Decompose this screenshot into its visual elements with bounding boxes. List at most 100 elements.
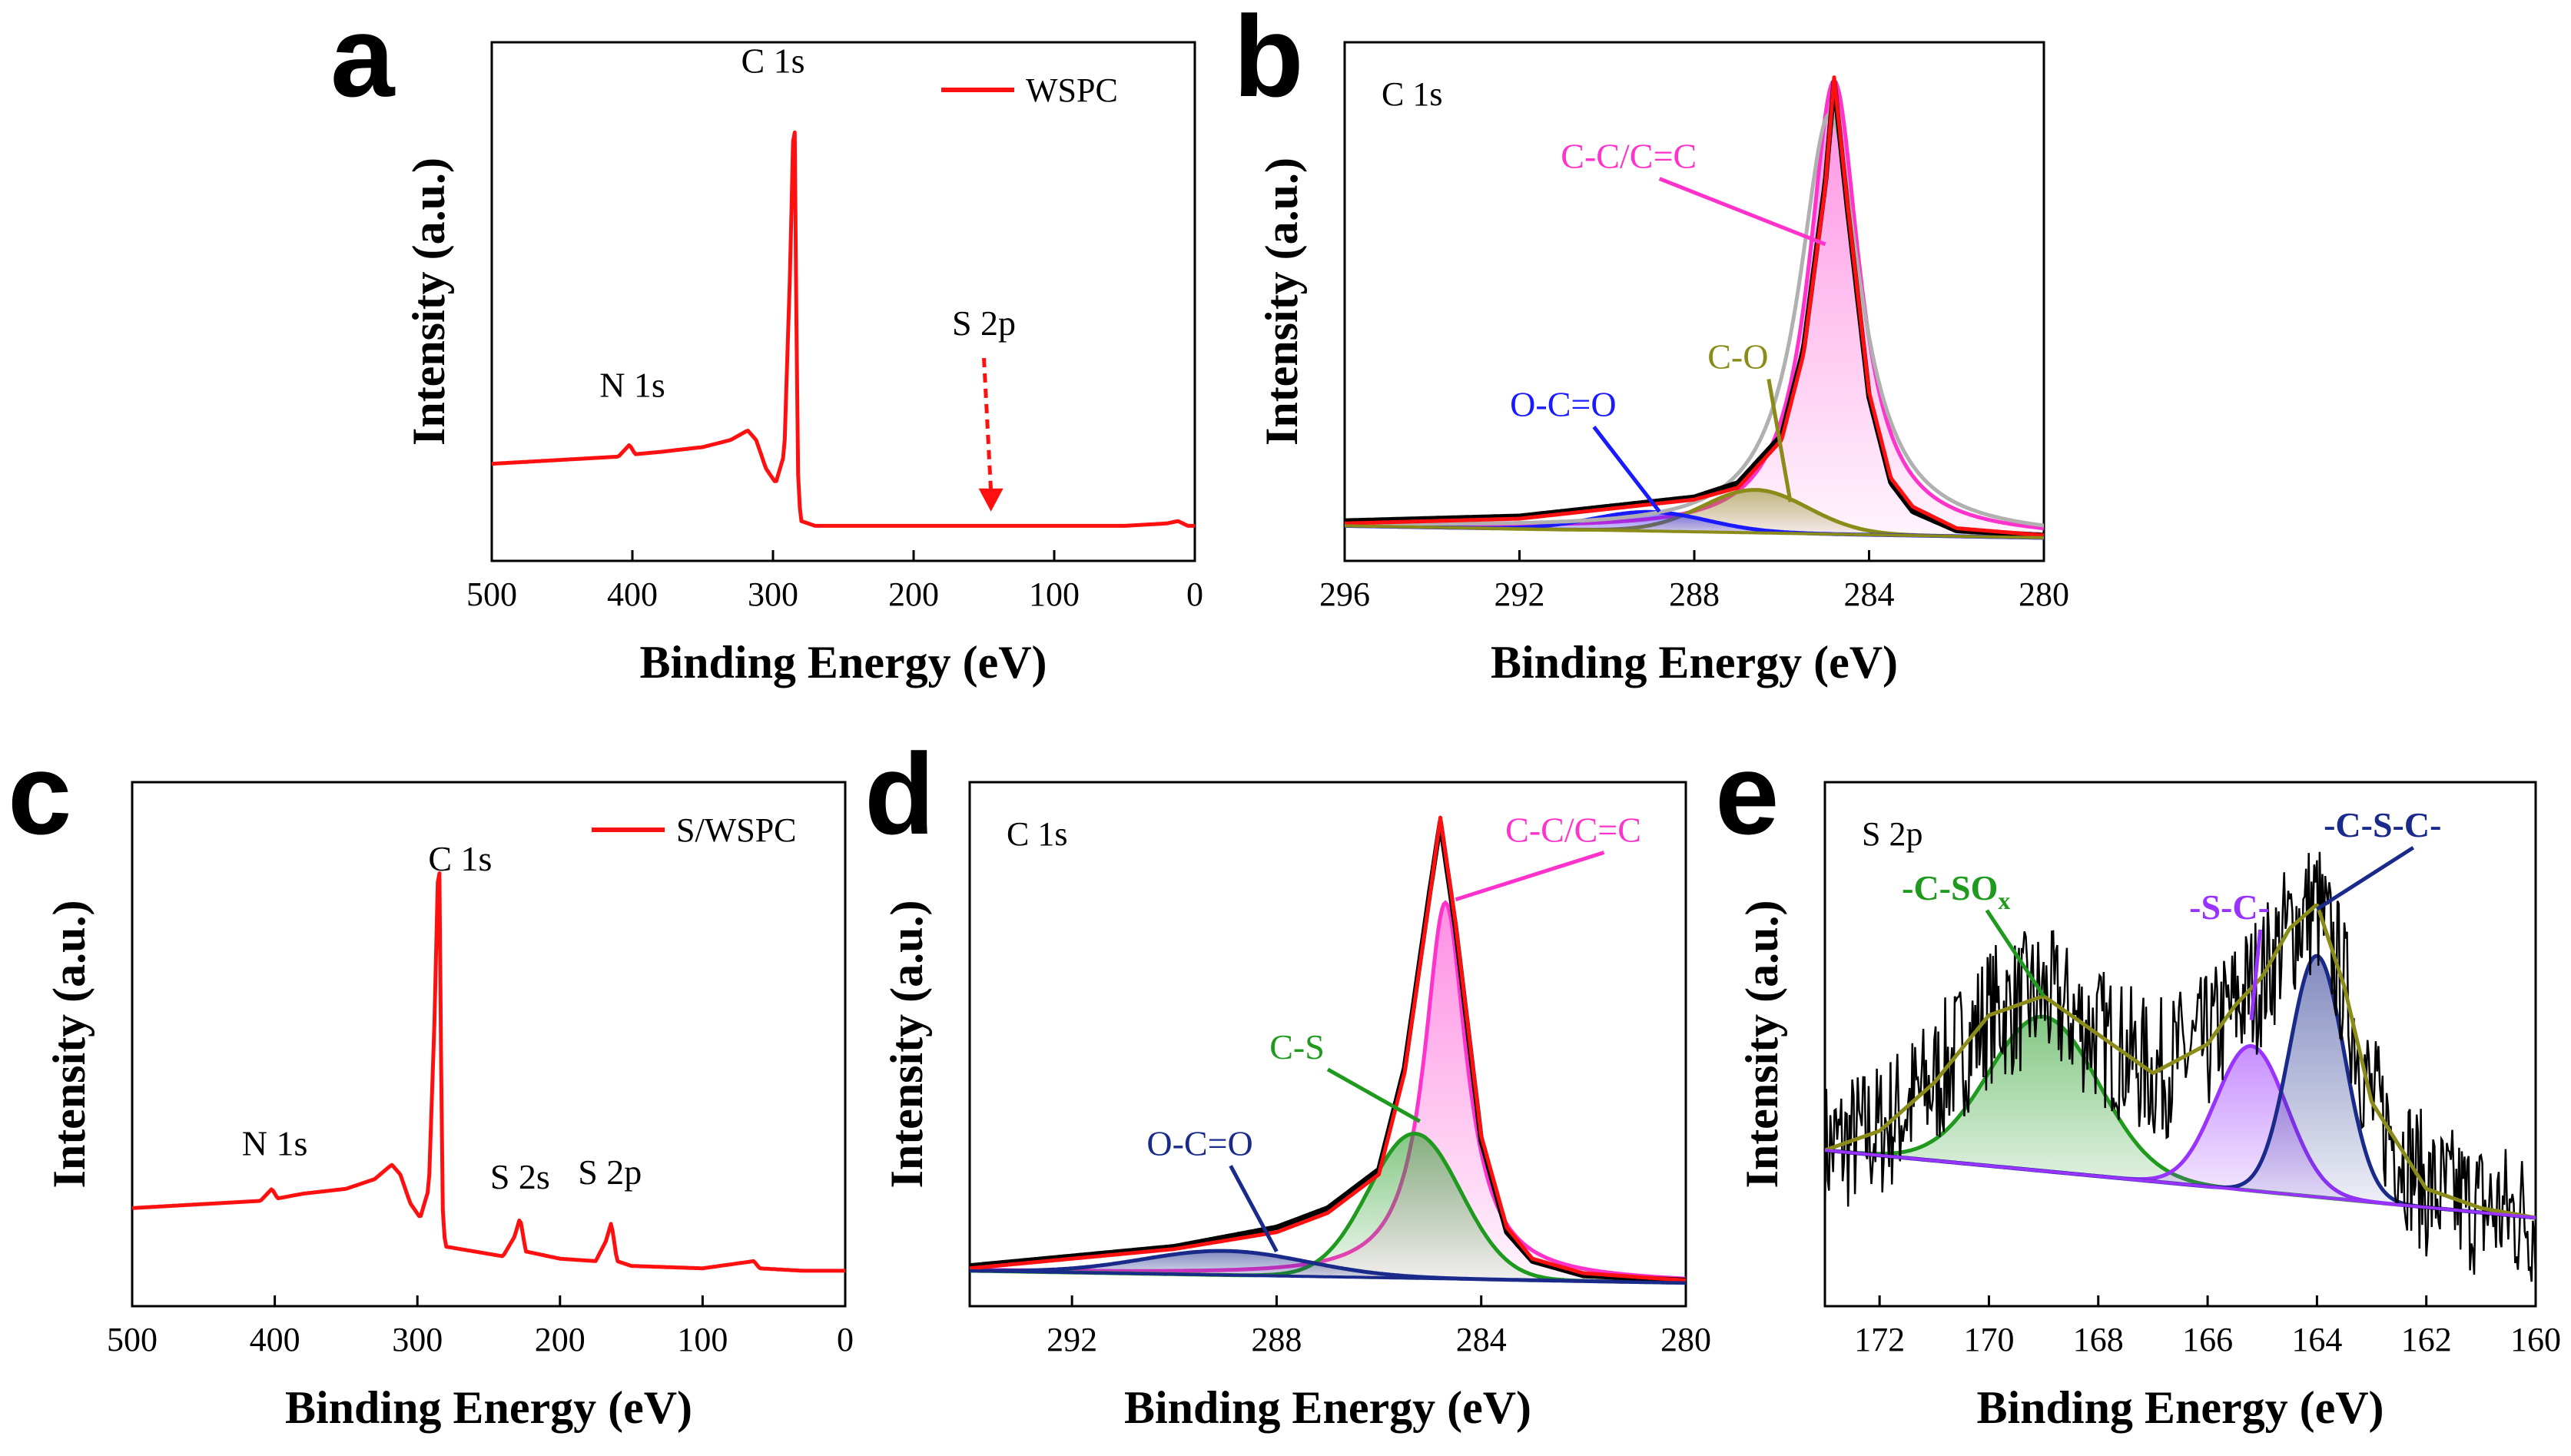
x-tick-label: 200 [888,575,939,613]
annotation-arrow [1985,909,2045,997]
x-tick-label: 300 [748,575,798,613]
annotation-label: C 1s [428,839,492,878]
annotation-arrow [1326,1067,1422,1123]
peak-line-shoulder [1345,112,2044,528]
annotation-arrow [2249,929,2263,1020]
plot-area [1825,851,2536,1282]
annotation-label: O-C=O [1146,1123,1252,1162]
annotation-label: C-C/C=C [1505,810,1641,849]
series-background [1825,1149,2536,1219]
annotation-label: C-C/C=C [1561,137,1697,176]
annotation-label: N 1s [242,1123,308,1162]
plot-area [970,815,1686,1285]
plot-frame [131,781,847,1308]
annotation-label: C-O [1707,337,1768,376]
panel-a: a 500 400 300 200 100 0 Binding Energy (eV) Inte… [330,0,1203,688]
series-raw-noisy [1825,851,2536,1282]
panel-c: c 500 400 300 200 100 0 Binding Energy (eV) Inte… [8,729,854,1433]
annotation-arrow [1229,1165,1279,1252]
x-axis-title: Binding Energy (eV) [1976,1382,2384,1433]
x-tick-label: 166 [2182,1321,2233,1358]
panel-title: C 1s [1007,815,1067,853]
annotation-arrow [1592,426,1661,513]
x-tick-label: 200 [535,1321,586,1358]
x-tick-label: 288 [1251,1321,1302,1358]
plot-area [132,871,845,1273]
y-axis-title: Intensity (a.u.) [1256,158,1307,446]
panel-letter: a [330,0,396,121]
legend-label: WSPC [1026,71,1118,109]
x-tick-label: 300 [392,1321,443,1358]
series-fit-envelope [1825,904,2536,1220]
series-wspc [492,130,1195,528]
x-tick-label: 280 [1660,1321,1711,1358]
peak-line-c-c-c-c [970,900,1686,1281]
annotation-label: -C-SOx [1902,868,2010,914]
panel-letter: e [1715,729,1779,858]
panel-letter: d [864,729,935,858]
annotation-label: S 2s [490,1157,550,1196]
y-axis-title: Intensity (a.u.) [403,158,454,446]
series-background [1345,524,2044,539]
x-tick-label: 100 [677,1321,728,1358]
x-tick-label: 0 [837,1321,854,1358]
x-axis-title: Binding Energy (eV) [285,1382,692,1433]
x-tick-label: 284 [1456,1321,1507,1358]
y-axis-title: Intensity (a.u.) [1737,900,1787,1188]
series-background [970,1269,1686,1285]
x-tick-label: 172 [1854,1321,1905,1358]
panel-d: d 292 288 284 280 Binding Energy (eV) Intensit… [864,729,1711,1433]
annotation-arrowhead [978,488,1004,512]
y-axis-title: Intensity (a.u.) [44,900,95,1188]
x-tick-label: 170 [1963,1321,2014,1358]
plot-frame [490,41,1196,562]
plot-frame [968,781,1687,1308]
annotation-label: -S-C- [2189,887,2270,927]
x-tick-label: 100 [1029,575,1080,613]
panel-title: C 1s [1382,75,1442,113]
x-axis-title: Binding Energy (eV) [1124,1382,1531,1433]
y-axis-title: Intensity (a.u.) [881,900,932,1188]
annotation-label: S 2p [952,303,1016,343]
panel-b: b 296 292 288 284 280 Binding Energy (eV) Inten… [1233,0,2069,688]
annotation-label: S 2p [578,1153,642,1192]
x-tick-label: 0 [1186,575,1203,613]
plot-area [1345,75,2044,540]
annotation-label: -C-S-C- [2324,805,2441,844]
series-s-wspc [132,871,845,1273]
peak-fill--c-s-c- [1825,956,2536,1218]
x-tick-label: 284 [1844,575,1895,613]
panel-title: S 2p [1862,815,1922,853]
peak-fill-c-c-c-c [970,902,1686,1283]
x-tick-label: 168 [2073,1321,2124,1358]
series-fit-envelope [1345,75,2044,538]
x-tick-label: 292 [1494,575,1545,613]
peak-fill-o-c-o [1345,512,2044,538]
legend-label: S/WSPC [676,811,797,849]
annotation-label: C 1s [741,41,804,80]
series-fit-envelope [970,815,1686,1282]
x-tick-label: 280 [2019,575,2069,613]
x-tick-label: 292 [1047,1321,1097,1358]
annotation-arrow [1658,177,1826,247]
x-tick-label: 400 [607,575,658,613]
peak-fill-c-c-c-c [1345,81,2044,538]
plot-frame [1343,41,2045,562]
x-tick-label: 164 [2291,1321,2342,1358]
series-raw [1345,79,2044,539]
annotation-arrow [982,357,994,492]
panel-letter: b [1233,0,1304,121]
plot-frame [1823,781,2537,1308]
annotation-label: O-C=O [1510,385,1616,424]
x-tick-label: 288 [1669,575,1720,613]
annotation-arrow [2316,846,2415,911]
series-raw [970,819,1686,1283]
x-tick-label: 500 [107,1321,158,1358]
x-tick-label: 160 [2510,1321,2561,1358]
x-tick-label: 296 [1319,575,1370,613]
annotation-arrow [1767,379,1793,502]
x-axis-title: Binding Energy (eV) [639,637,1047,688]
peak-fill-c-o [1345,489,2044,538]
peak-fill--c-sox [1825,1017,2536,1218]
